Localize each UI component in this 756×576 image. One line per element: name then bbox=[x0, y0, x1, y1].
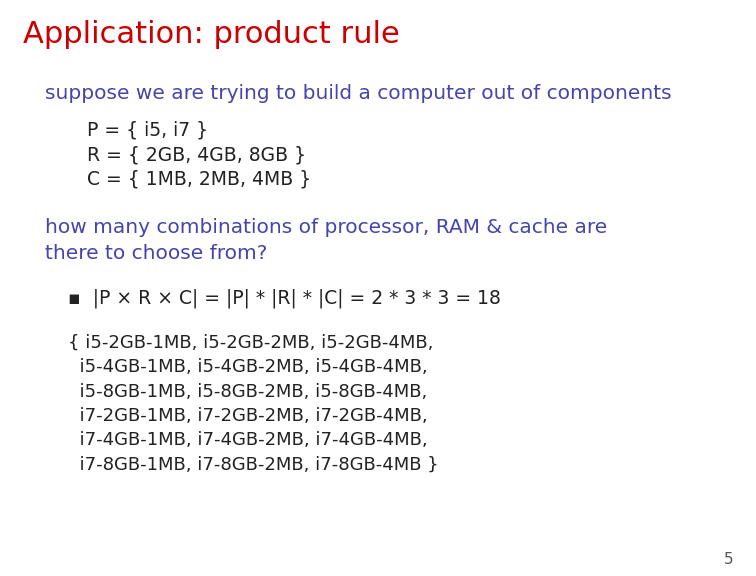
Text: C = { 1MB, 2MB, 4MB }: C = { 1MB, 2MB, 4MB } bbox=[87, 169, 311, 188]
Text: how many combinations of processor, RAM & cache are
there to choose from?: how many combinations of processor, RAM … bbox=[45, 218, 608, 263]
Text: suppose we are trying to build a computer out of components: suppose we are trying to build a compute… bbox=[45, 84, 672, 103]
Text: ▪  |P × R × C| = |P| * |R| * |C| = 2 * 3 * 3 = 18: ▪ |P × R × C| = |P| * |R| * |C| = 2 * 3 … bbox=[68, 288, 501, 308]
Text: R = { 2GB, 4GB, 8GB }: R = { 2GB, 4GB, 8GB } bbox=[87, 145, 306, 164]
Text: Application: product rule: Application: product rule bbox=[23, 20, 399, 49]
Text: P = { i5, i7 }: P = { i5, i7 } bbox=[87, 121, 208, 140]
Text: 5: 5 bbox=[723, 552, 733, 567]
Text: { i5-2GB-1MB, i5-2GB-2MB, i5-2GB-4MB,
  i5-4GB-1MB, i5-4GB-2MB, i5-4GB-4MB,
  i5: { i5-2GB-1MB, i5-2GB-2MB, i5-2GB-4MB, i5… bbox=[68, 334, 438, 473]
